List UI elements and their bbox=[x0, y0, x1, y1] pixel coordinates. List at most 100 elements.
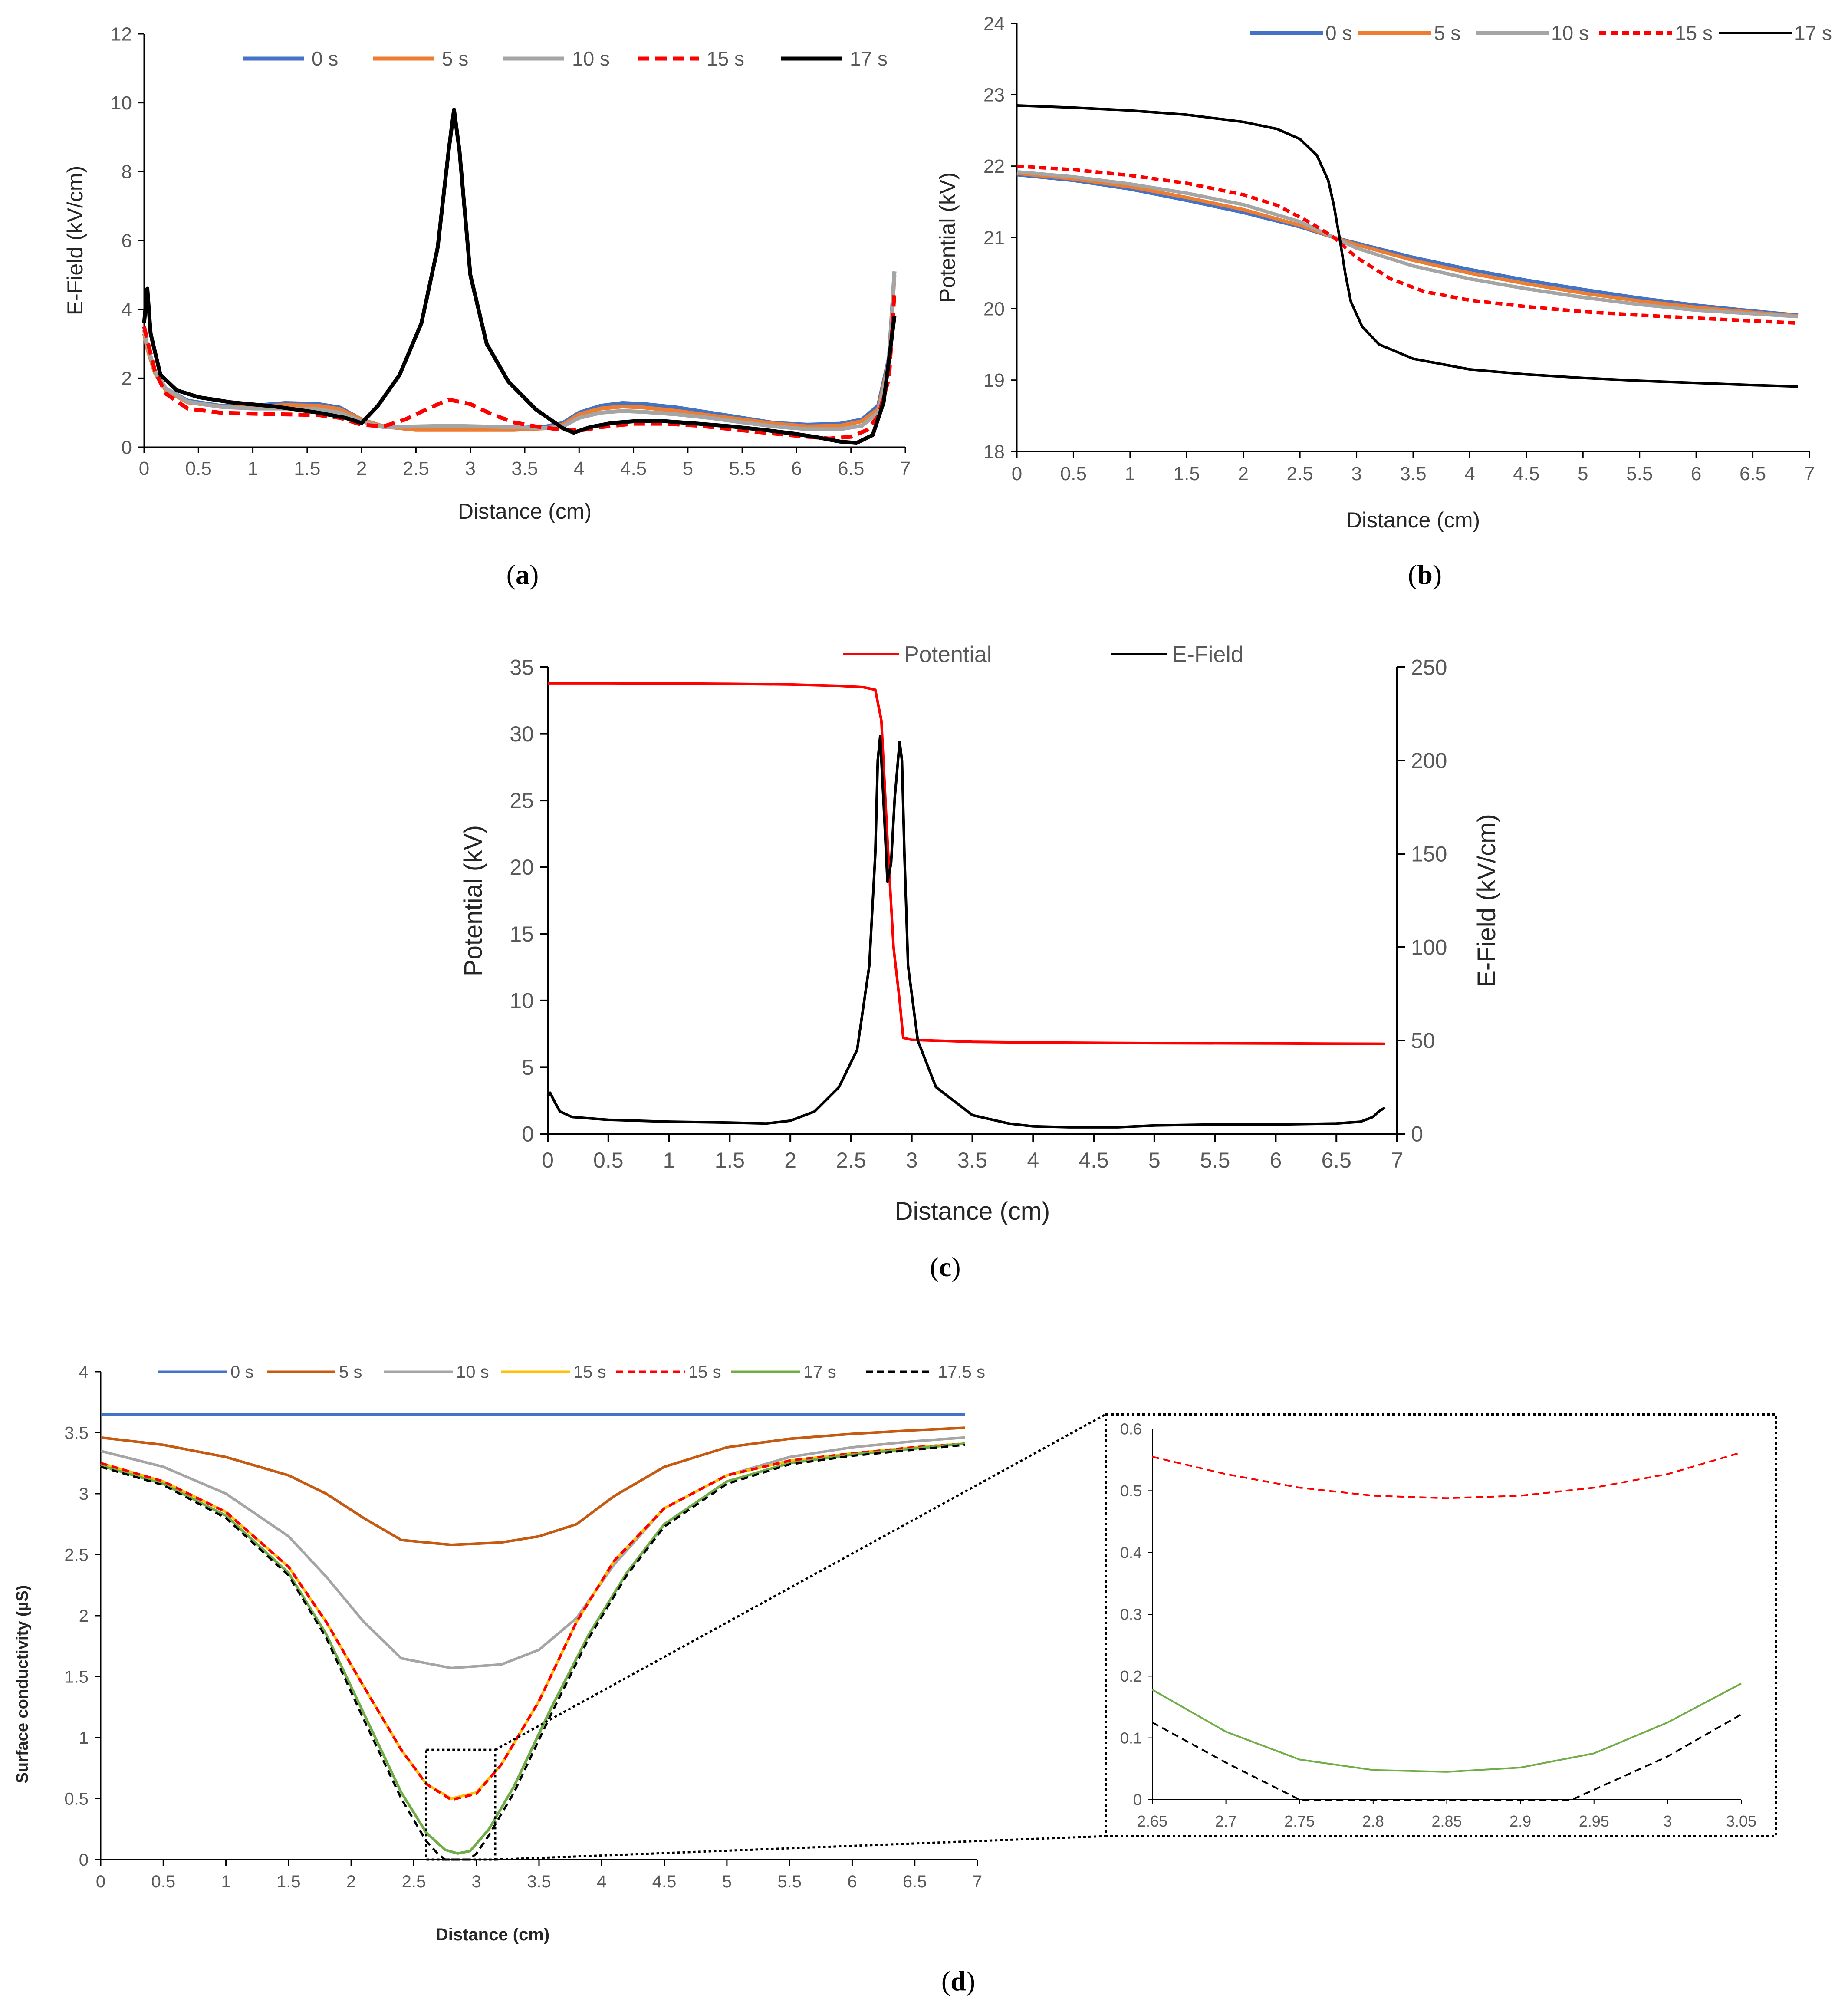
legend-label-15-s: 15 s bbox=[573, 1363, 606, 1382]
x-tick-label: 1 bbox=[1125, 463, 1135, 484]
inset-x-tick-label: 2.75 bbox=[1284, 1812, 1315, 1830]
x-tick-label: 4.5 bbox=[1079, 1148, 1109, 1172]
y-tick-label-inset: 0.5 bbox=[1120, 1482, 1142, 1500]
y-tick-label-left: 0.5 bbox=[64, 1790, 89, 1809]
inset-x-tick-label: 3 bbox=[1663, 1812, 1672, 1830]
y-axis-title: Surface conductivity (µS) bbox=[13, 1585, 32, 1784]
series-line-b-0-s bbox=[1016, 173, 1799, 317]
x-tick-label: 3 bbox=[1351, 463, 1361, 484]
caption-close: ) bbox=[966, 1965, 975, 1996]
series-line-inset-17-5-s bbox=[1152, 1713, 1742, 1801]
x-tick-label: 4 bbox=[1464, 463, 1475, 484]
x-tick-label: 2.5 bbox=[403, 458, 429, 479]
caption-close: ) bbox=[951, 1251, 960, 1282]
x-tick-label: 1.5 bbox=[715, 1148, 745, 1172]
x-tick-label: 0 bbox=[542, 1148, 554, 1172]
x-axis: 0 0.5 1 1.5 2 2.5 3 3.5 4 4.5 5 5.5 6 6.5 7 bbox=[139, 446, 911, 479]
y-tick-label-left: 10 bbox=[510, 988, 534, 1013]
x-tick-label: 1.5 bbox=[276, 1872, 301, 1891]
series-line-b-15-s bbox=[1016, 164, 1799, 325]
chart-panel-c: 0 0.5 1 1.5 2 2.5 3 3.5 4 4.5 5 5.5 6 6.5 705101520253… bbox=[459, 642, 1501, 1282]
y-tick-label-left: 1 bbox=[79, 1728, 89, 1748]
series-group bbox=[100, 1413, 965, 1861]
x-tick-label: 2 bbox=[346, 1872, 356, 1891]
x-tick-label: 4 bbox=[574, 458, 584, 479]
panel-caption: (a) bbox=[506, 559, 539, 590]
caption-letter: d bbox=[950, 1965, 966, 1996]
x-tick-label: 6 bbox=[1691, 463, 1701, 484]
legend-label-17-s: 17 s bbox=[850, 47, 888, 70]
legend-label-potential: Potential bbox=[904, 642, 992, 667]
y-axis-right: 0 50 100 150 200 250 bbox=[1396, 655, 1447, 1146]
x-tick-label: 0.5 bbox=[593, 1148, 624, 1172]
caption-open: ( bbox=[930, 1251, 939, 1282]
x-tick-label: 2.5 bbox=[836, 1148, 866, 1172]
legend-label-17-s: 17 s bbox=[803, 1363, 836, 1382]
y-tick-label-left: 21 bbox=[983, 227, 1005, 248]
inset-x-tick-label: 2.95 bbox=[1579, 1812, 1609, 1830]
series-line-a-17-s bbox=[142, 108, 897, 445]
x-tick-label: 5.5 bbox=[1626, 463, 1653, 484]
x-tick-label: 5 bbox=[1148, 1148, 1161, 1172]
x-tick-label: 6.5 bbox=[1739, 463, 1766, 484]
y-tick-label-left: 35 bbox=[510, 655, 534, 680]
x-tick-label: 4.5 bbox=[620, 458, 647, 479]
series-line-b-17-s bbox=[1016, 104, 1798, 388]
y-tick-label-left: 6 bbox=[122, 230, 132, 251]
legend-label-10-s: 10 s bbox=[1551, 22, 1589, 44]
y-tick-label-left: 0 bbox=[522, 1122, 534, 1146]
y-tick-label-inset: 0.2 bbox=[1120, 1667, 1142, 1685]
legend-label-0-s: 0 s bbox=[1325, 22, 1352, 44]
x-tick-label: 6 bbox=[1270, 1148, 1282, 1172]
series-line-d-10-s bbox=[100, 1436, 965, 1669]
caption-open: ( bbox=[941, 1965, 950, 1996]
x-tick-label: 6.5 bbox=[1321, 1148, 1351, 1172]
y-tick-label-left: 1.5 bbox=[64, 1668, 89, 1687]
series-line-d-17-s bbox=[100, 1442, 965, 1855]
y-tick-label-right: 0 bbox=[1411, 1122, 1423, 1146]
x-tick-label: 5.5 bbox=[729, 458, 756, 479]
x-tick-label: 4.5 bbox=[1513, 463, 1539, 484]
x-tick-label: 0 bbox=[1012, 463, 1022, 484]
legend-label-17-5-s: 17.5 s bbox=[938, 1363, 985, 1382]
inset-chart: 2.65 2.7 2.75 2.8 2.85 2.9 2.95 3 3.05 0 0.1 0.2 0.3… bbox=[1120, 1420, 1756, 1830]
x-tick-label: 4 bbox=[1027, 1148, 1039, 1172]
panel-caption: (c) bbox=[930, 1251, 960, 1282]
x-tick-label: 6 bbox=[847, 1872, 857, 1891]
y-tick-label-left: 25 bbox=[510, 789, 534, 813]
y-tick-label-left: 20 bbox=[983, 299, 1005, 320]
y-tick-label-left: 3 bbox=[79, 1485, 89, 1504]
zoom-box bbox=[425, 1748, 497, 1861]
y-tick-label-left: 2 bbox=[79, 1607, 89, 1626]
caption-letter: b bbox=[1417, 559, 1433, 590]
legend-label-15-s: 15 s bbox=[707, 47, 744, 70]
panel-caption: (b) bbox=[1408, 559, 1442, 590]
y-tick-label-left: 30 bbox=[510, 722, 534, 746]
chart-panel-b: 0 0.5 1 1.5 2 2.5 3 3.5 4 4.5 5 5.5 6 6.5 7 18 19 20 21 22 2… bbox=[935, 13, 1832, 590]
chart-panel-d: 0 0.5 1 1.5 2 2.5 3 3.5 4 4.5 5 5.5 6 6.5 7 0 0.5 1 1.5 2 2.… bbox=[13, 1363, 1777, 1996]
inset-x-axis: 2.65 2.7 2.75 2.8 2.85 2.9 2.95 3 3.05 bbox=[1137, 1799, 1756, 1830]
x-tick-label: 6.5 bbox=[903, 1872, 927, 1891]
inset-x-tick-label: 2.9 bbox=[1509, 1812, 1531, 1830]
x-tick-label: 1.5 bbox=[1174, 463, 1200, 484]
x-tick-label: 6 bbox=[791, 458, 802, 479]
series-line-d-17-5-s bbox=[100, 1444, 965, 1861]
panel-caption: (d) bbox=[941, 1965, 975, 1996]
x-tick-label: 7 bbox=[900, 458, 911, 479]
x-tick-label: 5.5 bbox=[777, 1872, 802, 1891]
y-tick-label-left: 18 bbox=[983, 441, 1005, 462]
y-tick-label-inset: 0.3 bbox=[1120, 1606, 1142, 1623]
inset-x-tick-label: 2.85 bbox=[1431, 1812, 1462, 1830]
inset-x-tick-label: 2.8 bbox=[1362, 1812, 1384, 1830]
series-line-a-10-s bbox=[142, 271, 897, 431]
y-tick-label-inset: 0.1 bbox=[1120, 1729, 1142, 1747]
x-tick-label: 7 bbox=[1804, 463, 1815, 484]
y-axis-title-right: E-Field (kV/cm) bbox=[1473, 814, 1501, 988]
x-tick-label: 5 bbox=[1578, 463, 1588, 484]
series-group bbox=[546, 682, 1386, 1129]
y-axis: 0 2 4 6 8 10 12 bbox=[111, 23, 145, 458]
x-tick-label: 6.5 bbox=[838, 458, 864, 479]
x-tick-label: 4 bbox=[597, 1872, 606, 1891]
legend: Potential E-Field bbox=[843, 642, 1243, 667]
